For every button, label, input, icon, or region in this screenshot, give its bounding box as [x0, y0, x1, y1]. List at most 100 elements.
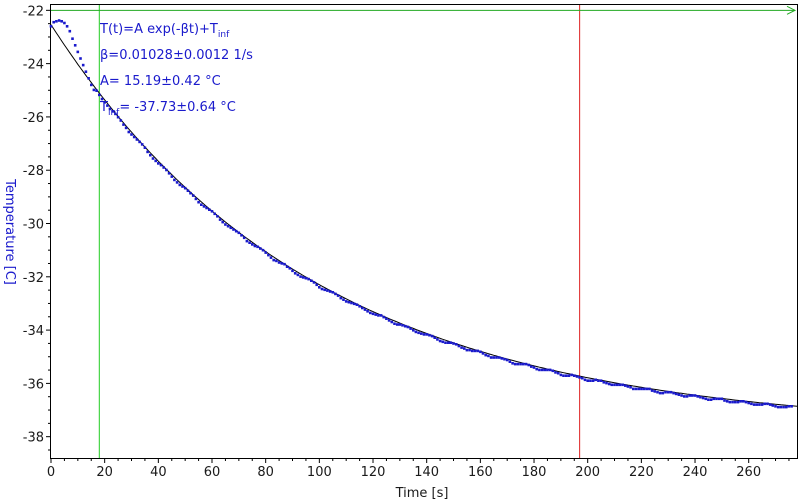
- data-point: [484, 353, 487, 357]
- data-point: [186, 189, 190, 192]
- y-tick-label: -32: [23, 271, 44, 286]
- data-point: [130, 133, 133, 136]
- data-point: [318, 286, 321, 289]
- data-point: [277, 261, 281, 264]
- data-point: [457, 344, 461, 348]
- data-point: [543, 368, 547, 372]
- data-point: [489, 356, 493, 359]
- data-point: [417, 331, 420, 335]
- data-point: [213, 212, 216, 216]
- data-point: [200, 203, 203, 206]
- data-point: [739, 400, 742, 403]
- data-point: [505, 358, 509, 362]
- data-point: [645, 387, 648, 391]
- data-point: [511, 362, 514, 365]
- data-point: [57, 19, 61, 22]
- data-point: [350, 301, 353, 305]
- data-point: [385, 317, 388, 320]
- data-point: [352, 302, 356, 306]
- y-axis-label: Temperature [C]: [2, 178, 17, 285]
- data-point: [701, 396, 705, 400]
- data-point: [717, 397, 721, 401]
- data-point: [111, 110, 114, 113]
- data-point: [288, 267, 292, 270]
- data-point: [736, 400, 740, 404]
- data-point: [492, 356, 496, 359]
- data-point: [336, 294, 340, 297]
- x-tick-label: 20: [96, 465, 113, 480]
- data-point: [774, 405, 777, 408]
- data-point: [766, 402, 769, 406]
- data-point: [503, 357, 506, 361]
- data-point: [79, 57, 82, 60]
- data-point: [127, 130, 131, 134]
- data-point: [747, 401, 750, 405]
- y-tick-label: -34: [23, 324, 44, 339]
- data-point: [379, 314, 383, 317]
- data-point: [530, 365, 533, 368]
- data-point: [269, 256, 273, 259]
- data-point: [691, 394, 694, 397]
- data-point: [135, 138, 139, 141]
- data-point: [251, 243, 254, 246]
- data-point: [143, 146, 147, 149]
- x-tick-label: 0: [47, 465, 55, 480]
- data-point: [60, 20, 63, 23]
- data-point: [454, 343, 458, 346]
- data-point: [55, 20, 58, 23]
- data-point: [299, 275, 302, 278]
- data-point: [68, 29, 72, 33]
- data-point: [285, 265, 289, 268]
- data-point: [790, 405, 793, 408]
- data-point: [320, 287, 324, 291]
- y-tick-label: -28: [23, 164, 44, 179]
- data-point: [463, 347, 466, 350]
- data-point: [393, 322, 396, 325]
- data-point: [640, 387, 643, 391]
- data-point: [444, 341, 447, 344]
- data-point: [648, 387, 651, 391]
- fit-beta-label: β=0.01028±0.0012 1/s: [100, 48, 253, 63]
- data-point: [248, 241, 251, 244]
- data-point: [430, 334, 434, 338]
- data-point: [178, 183, 182, 187]
- data-point: [712, 397, 716, 401]
- data-point: [224, 223, 227, 226]
- data-point: [76, 50, 80, 54]
- x-tick-label: 120: [361, 465, 386, 480]
- data-point: [785, 405, 788, 409]
- data-point: [267, 253, 270, 257]
- data-point: [87, 77, 90, 80]
- data-point: [264, 251, 267, 254]
- data-point: [532, 366, 536, 369]
- data-point: [551, 369, 555, 373]
- data-point: [116, 115, 120, 119]
- data-point: [548, 368, 552, 372]
- data-point: [776, 405, 780, 409]
- y-axis: -22 -24 -26 -28 -30 -32 -34 -36 -38: [23, 4, 51, 451]
- data-point: [202, 205, 206, 208]
- data-point: [624, 384, 627, 387]
- y-tick-label: -30: [23, 218, 44, 233]
- data-point: [583, 378, 587, 382]
- data-point: [366, 310, 369, 313]
- data-point: [626, 385, 630, 388]
- data-point: [106, 104, 109, 107]
- data-point: [535, 367, 538, 371]
- data-point: [162, 166, 165, 169]
- data-point: [159, 163, 163, 167]
- data-point: [395, 323, 399, 326]
- baseline-arrow-head: [786, 5, 797, 15]
- plot-frame: [50, 4, 798, 459]
- data-point: [369, 311, 372, 315]
- data-point: [122, 123, 125, 126]
- data-point: [637, 387, 640, 391]
- data-point: [304, 276, 308, 280]
- data-point: [779, 405, 783, 409]
- data-point: [256, 245, 259, 249]
- data-point: [398, 323, 402, 326]
- x-tick-label: 160: [468, 465, 493, 480]
- data-point: [562, 374, 565, 377]
- data-point: [342, 298, 345, 301]
